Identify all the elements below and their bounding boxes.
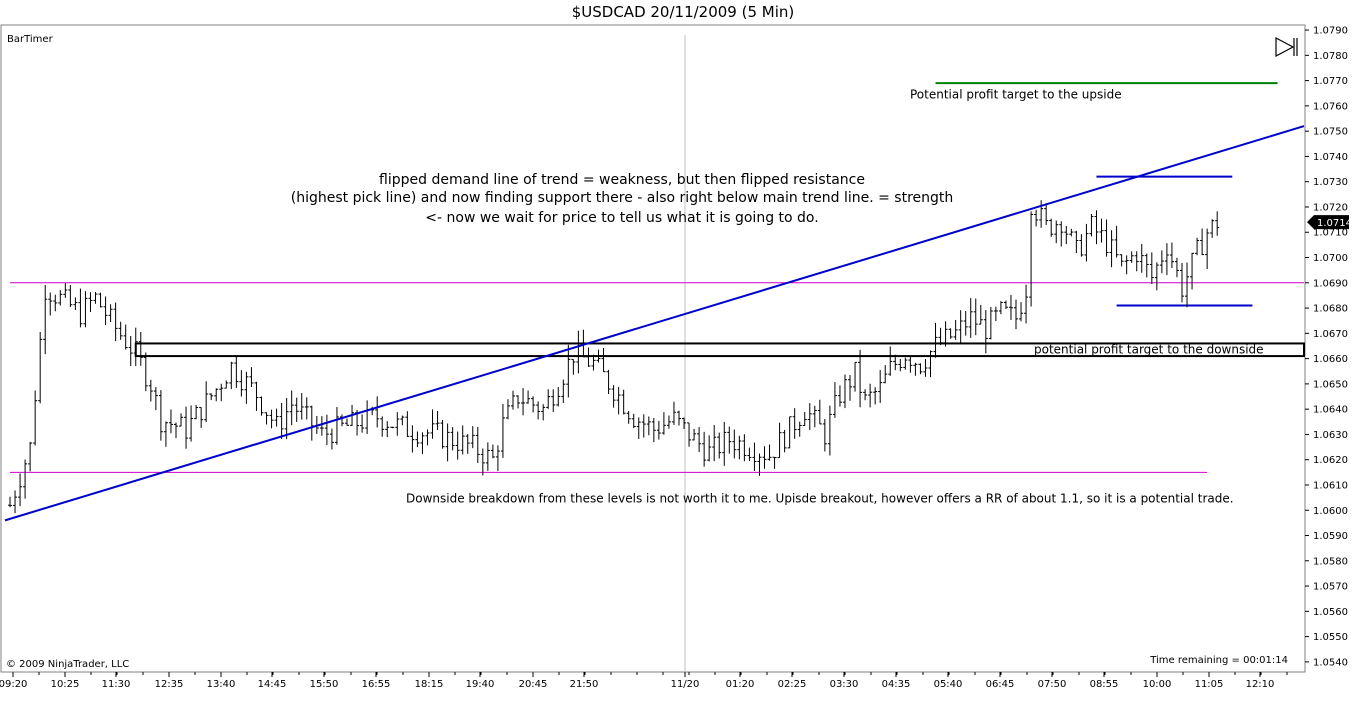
x-tick-label: 12:10 [1246,679,1275,690]
x-axis: 09:20 10:25 11:30 12:35 13:40 14:45 15:50 16:55… [0,672,1288,690]
x-tick-label: 01:20 [726,679,755,690]
y-tick-label: 1.0780 [1313,51,1348,62]
y-tick-label: 1.0740 [1313,152,1348,163]
y-tick-label: 1.0680 [1313,304,1348,315]
copyright-text: © 2009 NinjaTrader, LLC [6,659,129,670]
y-tick-label: 1.0700 [1313,253,1348,264]
y-tick-label: 1.0760 [1313,101,1348,112]
x-tick-label: 11:05 [1195,679,1224,690]
trend-line-group [4,125,1305,522]
x-tick-label: 04:35 [882,679,911,690]
main-trend-line [4,125,1305,522]
time-remaining: Time remaining = 00:01:14 [1149,655,1288,666]
x-tick-label: 07:50 [1038,679,1067,690]
chart-annotation: flipped demand line of trend = weakness,… [379,172,865,188]
x-tick-label: 02:25 [778,679,807,690]
y-tick-label: 1.0540 [1313,657,1348,668]
x-tick-label: 21:50 [570,679,599,690]
y-tick-label: 1.0640 [1313,405,1348,416]
y-tick-label: 1.0660 [1313,354,1348,365]
y-tick-label: 1.0730 [1313,177,1348,188]
indicator-label: BarTimer [7,34,54,45]
y-tick-label: 1.0790 [1313,26,1348,37]
x-tick-label: 11:30 [102,679,131,690]
chart-annotation: (highest pick line) and now finding supp… [291,190,954,206]
y-tick-label: 1.0630 [1313,430,1348,441]
y-tick-label: 1.0610 [1313,480,1348,491]
y-tick-label: 1.0550 [1313,632,1348,643]
x-tick-label: 13:40 [207,679,236,690]
y-tick-label: 1.0570 [1313,582,1348,593]
chart-title: $USDCAD 20/11/2009 (5 Min) [571,3,795,21]
y-tick-label: 1.0770 [1313,76,1348,87]
y-tick-label: 1.0670 [1313,329,1348,340]
y-tick-label: 1.0620 [1313,455,1348,466]
x-tick-label: 19:40 [466,679,495,690]
last-price-label: 1.0714 [1317,218,1352,229]
y-tick-label: 1.0720 [1313,202,1348,213]
horizontal-lines [10,82,1304,473]
y-tick-label: 1.0560 [1313,607,1348,618]
y-axis: 1.0540 1.0550 1.0560 1.0570 1.0580 1.0590 1.06… [1305,26,1348,668]
x-tick-label: 16:55 [362,679,391,690]
y-tick-label: 1.0590 [1313,531,1348,542]
x-tick-label: 10:25 [51,679,80,690]
y-tick-label: 1.0600 [1313,506,1348,517]
x-tick-label: 06:45 [986,679,1015,690]
chart-annotation: Downside breakdown from these levels is … [406,492,1234,506]
play-pause-icon[interactable] [1275,37,1298,57]
x-tick-label: 05:40 [934,679,963,690]
y-tick-label: 1.0690 [1313,278,1348,289]
y-tick-label: 1.0710 [1313,228,1348,239]
x-tick-label: 08:55 [1090,679,1119,690]
last-price-marker: 1.0714 [1307,215,1352,230]
last-price-badge [1307,215,1349,230]
chart-annotation: <- now we wait for price to tell us what… [425,210,818,226]
y-tick-label: 1.0650 [1313,379,1348,390]
y-tick-label: 1.0750 [1313,127,1348,138]
x-tick-label: 14:45 [258,679,287,690]
annotations: Potential profit target to the upside fli… [291,87,1264,505]
x-tick-label: 09:20 [0,679,27,690]
y-tick-label: 1.0580 [1313,556,1348,567]
x-tick-label: 18:15 [415,679,444,690]
chart-annotation: potential profit target to the downside [1034,343,1264,357]
ohlc-bars [8,200,1220,514]
x-tick-label: 12:35 [155,679,184,690]
x-tick-label: 10:00 [1143,679,1172,690]
x-tick-label: 20:45 [519,679,548,690]
x-tick-label: 11/20 [671,679,700,690]
chart-annotation: Potential profit target to the upside [910,87,1122,101]
x-tick-label: 15:50 [310,679,339,690]
x-tick-label: 03:30 [830,679,859,690]
